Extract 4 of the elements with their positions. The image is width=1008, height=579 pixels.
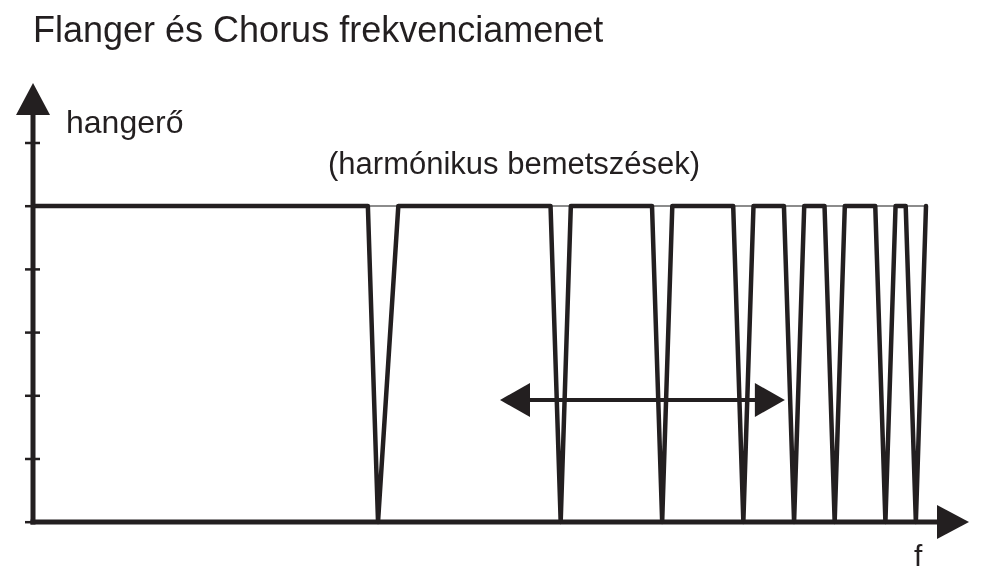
text: (harmónikus bemetszések) bbox=[328, 146, 701, 181]
x-axis-title: f bbox=[914, 539, 923, 572]
y-axis-title: hangerő bbox=[66, 104, 184, 140]
chart-title: Flanger és Chorus frekvenciamenet bbox=[33, 9, 604, 50]
